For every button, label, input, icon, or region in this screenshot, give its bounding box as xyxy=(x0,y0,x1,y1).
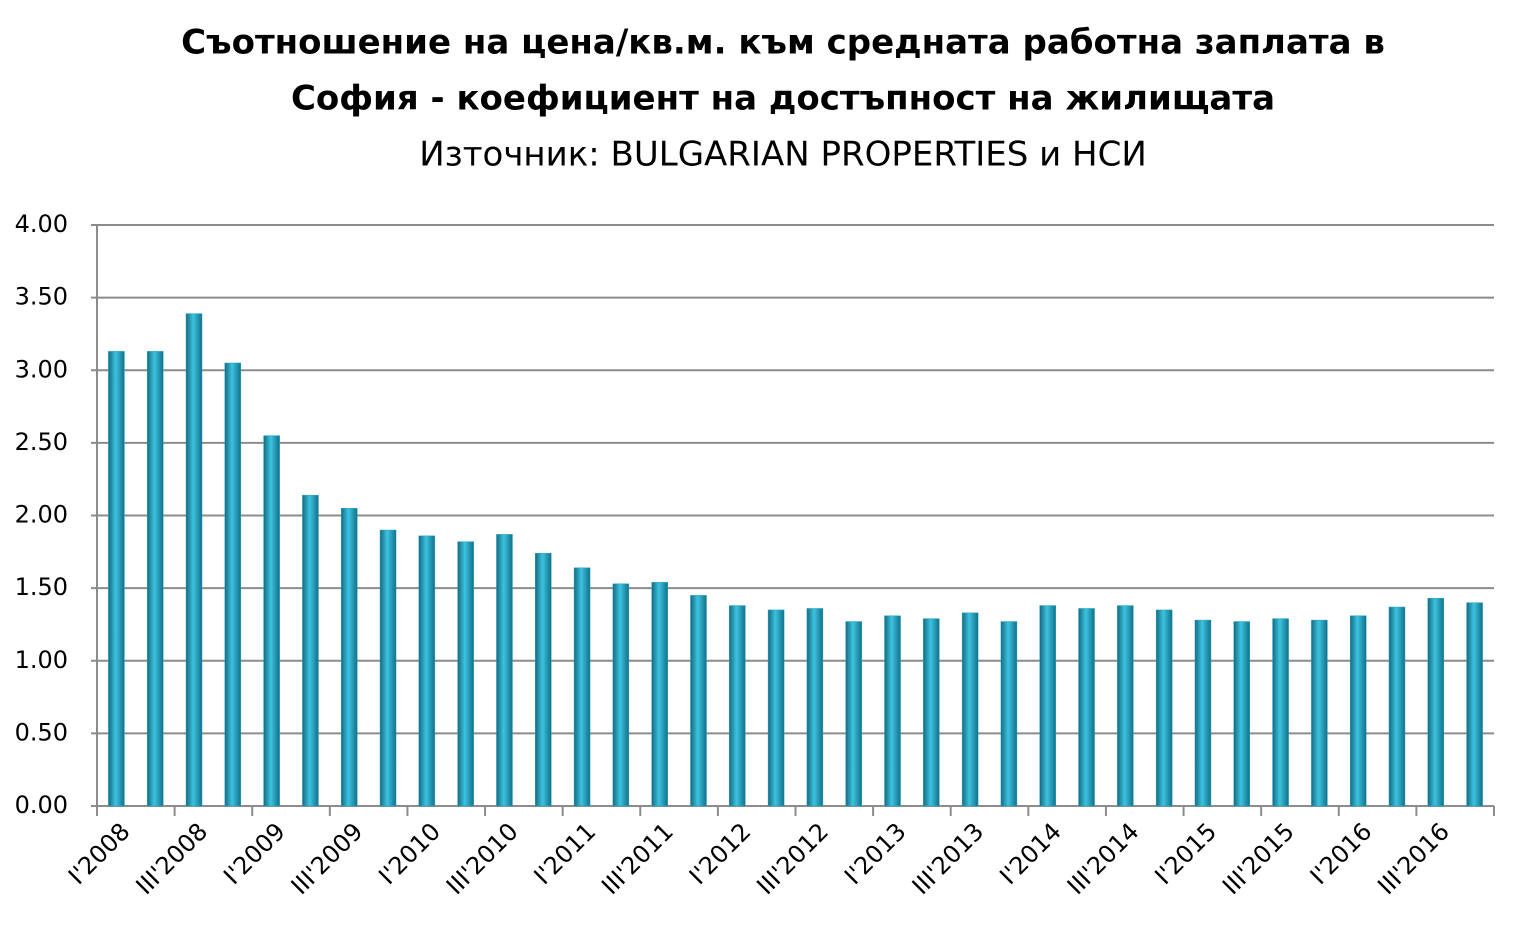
bar xyxy=(340,507,358,807)
bar xyxy=(923,618,940,807)
x-tick-label: III'2015 xyxy=(1217,817,1300,900)
bar xyxy=(651,582,668,807)
x-tick-label: III'2012 xyxy=(751,817,834,900)
bar xyxy=(146,351,164,807)
chart-title: София - коефициент на достъпност на жили… xyxy=(291,79,1275,119)
chart-subtitle: Източник: BULGARIAN PROPERTIES и НСИ xyxy=(419,135,1147,175)
x-tick-label: III'2010 xyxy=(441,817,524,900)
bar xyxy=(1000,621,1018,807)
bar xyxy=(1388,606,1406,807)
x-tick-label: III'2009 xyxy=(286,817,369,900)
bar xyxy=(1117,605,1134,807)
bar xyxy=(1039,605,1056,807)
bar xyxy=(690,595,707,807)
x-tick-label: I'2010 xyxy=(373,817,446,890)
x-tick-label: I'2009 xyxy=(218,817,291,890)
y-tick-label: 1.00 xyxy=(15,646,68,674)
bar xyxy=(1466,602,1483,807)
bar xyxy=(1194,619,1212,807)
bar xyxy=(845,621,862,807)
bar xyxy=(302,494,319,807)
x-tick-label: III'2016 xyxy=(1372,817,1455,900)
bar xyxy=(1078,608,1095,807)
bar xyxy=(884,615,901,807)
bar xyxy=(185,313,203,807)
x-tick-label: I'2016 xyxy=(1305,817,1378,890)
bar xyxy=(224,362,242,807)
bar xyxy=(535,553,552,807)
bar xyxy=(1272,618,1289,807)
y-tick-label: 3.00 xyxy=(15,355,68,383)
bar xyxy=(1427,598,1445,807)
bar xyxy=(767,609,785,807)
bar xyxy=(457,541,474,807)
bar xyxy=(1155,609,1173,807)
bar xyxy=(1311,619,1328,807)
bar xyxy=(379,529,397,807)
x-tick-label: III'2008 xyxy=(131,817,214,900)
x-tick-label: I'2011 xyxy=(529,817,602,890)
bar xyxy=(108,351,125,807)
x-tick-label: I'2014 xyxy=(994,817,1067,890)
y-tick-label: 1.50 xyxy=(15,573,68,601)
x-tick-label: III'2013 xyxy=(907,817,990,900)
bar xyxy=(573,567,591,807)
bar xyxy=(612,583,630,807)
y-tick-label: 3.50 xyxy=(15,283,68,311)
x-tick-label: III'2011 xyxy=(596,817,679,900)
y-tick-label: 0.00 xyxy=(15,791,68,819)
bar xyxy=(1233,621,1251,807)
bar xyxy=(1349,615,1367,807)
x-tick-label: I'2008 xyxy=(63,817,136,890)
bar xyxy=(496,534,513,807)
x-tick-label: I'2015 xyxy=(1149,817,1222,890)
y-tick-label: 0.50 xyxy=(15,718,68,746)
x-tick-label: III'2014 xyxy=(1062,817,1145,900)
x-tick-label: I'2013 xyxy=(839,817,912,890)
y-tick-label: 2.00 xyxy=(15,501,68,529)
y-tick-label: 2.50 xyxy=(15,428,68,456)
bar xyxy=(729,605,746,807)
x-tick-label: I'2012 xyxy=(684,817,757,890)
bar xyxy=(961,612,979,807)
bar xyxy=(418,535,436,807)
bar xyxy=(806,608,824,807)
bar xyxy=(263,435,280,807)
y-tick-label: 4.00 xyxy=(15,210,68,238)
chart-title: Съотношение на цена/кв.м. към средната р… xyxy=(181,23,1385,63)
